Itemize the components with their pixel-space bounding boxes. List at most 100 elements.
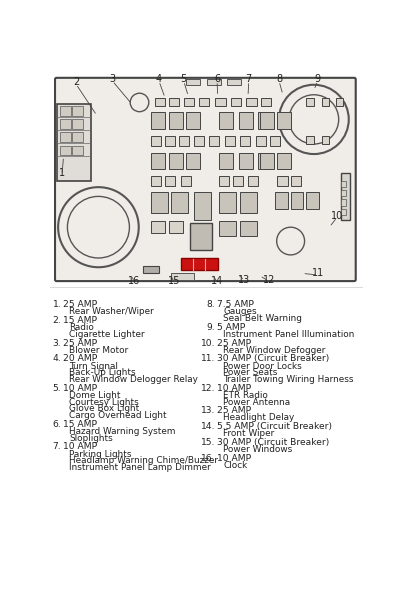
Bar — [341, 181, 347, 187]
Text: 14: 14 — [211, 276, 223, 286]
Text: 15: 15 — [168, 276, 181, 286]
Text: 25 AMP: 25 AMP — [217, 406, 251, 415]
Text: Instrument Panel Illumination: Instrument Panel Illumination — [223, 330, 355, 339]
Bar — [170, 273, 194, 279]
Text: Glove Box Light: Glove Box Light — [69, 404, 139, 414]
Text: 10 AMP: 10 AMP — [63, 384, 97, 393]
Text: 8: 8 — [276, 74, 282, 84]
Bar — [56, 104, 91, 181]
Text: Hazard Warning System: Hazard Warning System — [69, 427, 175, 436]
Text: Sloplights: Sloplights — [69, 434, 113, 443]
Bar — [306, 137, 314, 144]
Bar — [277, 176, 287, 185]
Text: 5: 5 — [181, 74, 187, 84]
Bar — [258, 152, 272, 170]
Bar — [186, 112, 200, 129]
Bar — [72, 146, 83, 155]
Bar — [194, 137, 204, 146]
Text: Back-Up Lights: Back-Up Lights — [69, 368, 135, 378]
Bar — [260, 152, 274, 170]
Text: 9: 9 — [315, 74, 321, 84]
Bar — [60, 120, 71, 129]
Bar — [291, 192, 303, 209]
Text: 1.: 1. — [53, 300, 61, 309]
Bar — [155, 98, 165, 106]
Text: 6: 6 — [214, 74, 220, 84]
Text: 2: 2 — [73, 77, 79, 87]
Text: Power Door Locks: Power Door Locks — [223, 362, 302, 370]
Bar — [165, 137, 175, 146]
Text: 7.: 7. — [53, 442, 61, 451]
Bar — [240, 192, 257, 213]
Bar — [60, 146, 71, 155]
Bar — [186, 79, 200, 85]
Bar — [341, 173, 350, 220]
Text: 10 AMP: 10 AMP — [217, 384, 251, 393]
Text: 2.: 2. — [52, 316, 61, 325]
Text: 6.: 6. — [52, 420, 61, 429]
Bar — [151, 176, 161, 185]
Text: Cargo Overhead Light: Cargo Overhead Light — [69, 411, 166, 420]
Text: 3: 3 — [109, 74, 115, 84]
Text: 15.: 15. — [201, 438, 216, 447]
Bar — [233, 176, 243, 185]
Text: Power Seats: Power Seats — [223, 368, 278, 378]
Text: 5.5 AMP (Circuit Breaker): 5.5 AMP (Circuit Breaker) — [217, 422, 332, 431]
Text: Headlight Delay: Headlight Delay — [223, 414, 295, 423]
Bar — [151, 192, 168, 213]
Bar — [216, 98, 226, 106]
Bar — [291, 176, 301, 185]
Text: Front Wiper: Front Wiper — [223, 429, 274, 438]
Text: Trailer Towing Wiring Harness: Trailer Towing Wiring Harness — [223, 375, 354, 384]
Bar — [186, 152, 200, 170]
Text: 15 AMP: 15 AMP — [63, 316, 97, 325]
Bar — [341, 190, 347, 196]
Bar — [270, 137, 280, 146]
Bar — [151, 221, 165, 234]
Bar — [169, 221, 183, 234]
Text: 30 AMP (Circuit Breaker): 30 AMP (Circuit Breaker) — [217, 354, 329, 364]
Bar — [256, 137, 266, 146]
Text: Blower Motor: Blower Motor — [69, 346, 128, 355]
Text: 12: 12 — [263, 274, 275, 284]
Bar — [227, 79, 241, 85]
Bar — [258, 112, 272, 129]
Bar — [275, 192, 287, 209]
Text: 11.: 11. — [201, 354, 216, 364]
Bar — [169, 98, 179, 106]
Text: Parking Lights: Parking Lights — [69, 450, 131, 459]
Text: Instrument Panel Lamp Dimmer: Instrument Panel Lamp Dimmer — [69, 463, 211, 472]
Text: 11: 11 — [312, 268, 324, 278]
Text: 5.: 5. — [53, 384, 61, 393]
Bar — [60, 132, 71, 142]
Bar — [60, 106, 71, 115]
Text: Courtesy Lights: Courtesy Lights — [69, 398, 139, 407]
Bar — [240, 221, 257, 237]
Text: ETR Radio: ETR Radio — [223, 391, 268, 400]
Text: Gauges: Gauges — [223, 307, 257, 317]
Bar — [169, 112, 183, 129]
Bar — [341, 209, 347, 215]
Bar — [260, 112, 274, 129]
Bar — [171, 192, 188, 213]
Bar — [190, 223, 212, 250]
Text: Radio: Radio — [69, 323, 94, 332]
Bar — [225, 137, 235, 146]
Text: 4: 4 — [156, 74, 162, 84]
Text: Power Windows: Power Windows — [223, 445, 293, 454]
Text: Rear Window Defogger: Rear Window Defogger — [223, 346, 326, 355]
Text: 10 AMP: 10 AMP — [63, 442, 97, 451]
Text: 13.: 13. — [201, 406, 216, 415]
Bar — [239, 112, 253, 129]
Text: 7.5 AMP: 7.5 AMP — [217, 300, 254, 309]
Bar — [248, 176, 258, 185]
Bar — [218, 176, 229, 185]
Text: 3.: 3. — [53, 339, 61, 348]
Bar — [72, 106, 83, 115]
Text: 7: 7 — [246, 74, 252, 84]
Bar — [247, 98, 257, 106]
Bar — [169, 152, 183, 170]
Text: Cigarette Lighter: Cigarette Lighter — [69, 330, 145, 339]
Bar — [207, 79, 221, 85]
Text: 25 AMP: 25 AMP — [63, 300, 97, 309]
